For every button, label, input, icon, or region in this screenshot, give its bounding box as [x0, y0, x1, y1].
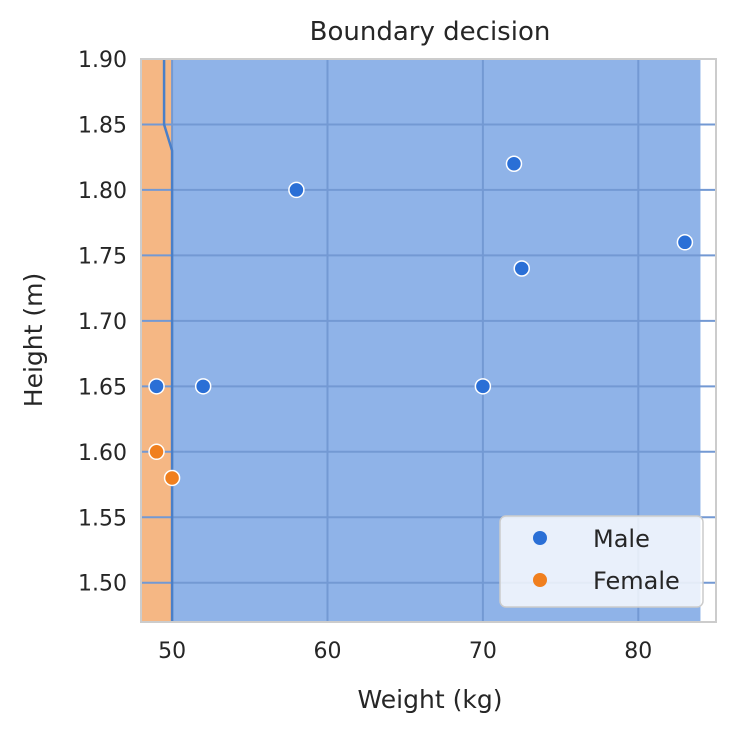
y-tick-label: 1.75 — [78, 244, 127, 269]
x-tick-label: 70 — [469, 639, 497, 664]
y-tick-label: 1.90 — [78, 48, 127, 73]
boundary-line — [162, 59, 174, 622]
chart-title: Boundary decision — [310, 17, 551, 47]
point-male — [505, 155, 523, 172]
point-male — [194, 378, 212, 395]
point-male — [513, 260, 530, 277]
x-tick-label: 50 — [158, 639, 186, 664]
y-tick-label: 1.80 — [78, 179, 127, 204]
data-points — [148, 155, 694, 487]
x-tick-label: 80 — [624, 639, 652, 664]
legend-box — [499, 515, 704, 608]
point-female — [148, 443, 165, 461]
legend-marker-female — [533, 573, 547, 587]
y-tick-label: 1.70 — [78, 310, 127, 335]
decision-boundary — [162, 59, 174, 622]
region-female — [141, 59, 173, 622]
x-axis-title: Weight (kg) — [358, 685, 503, 714]
legend-label-male: Male — [593, 525, 650, 553]
y-tick-label: 1.65 — [78, 375, 127, 400]
plot-frame — [140, 58, 717, 623]
y-tick-label: 1.85 — [78, 113, 127, 138]
legend: Male Female — [499, 515, 704, 608]
point-female — [163, 469, 181, 487]
y-tick-label: 1.50 — [78, 572, 127, 597]
legend-label-female: Female — [593, 567, 680, 595]
y-tick-labels: 1.50 1.55 1.60 1.65 1.70 1.75 1.80 1.85 1.90 — [78, 48, 127, 597]
y-tick-label: 1.55 — [78, 506, 127, 531]
y-axis-title: Height (m) — [19, 273, 48, 407]
y-tick-label: 1.60 — [78, 441, 127, 466]
x-tick-label: 60 — [313, 639, 341, 664]
point-male — [148, 378, 165, 395]
point-male — [474, 378, 492, 395]
point-male — [676, 234, 694, 251]
point-male — [288, 181, 305, 199]
x-tick-labels: 50 60 70 80 — [158, 639, 652, 664]
legend-marker-male — [533, 531, 547, 545]
